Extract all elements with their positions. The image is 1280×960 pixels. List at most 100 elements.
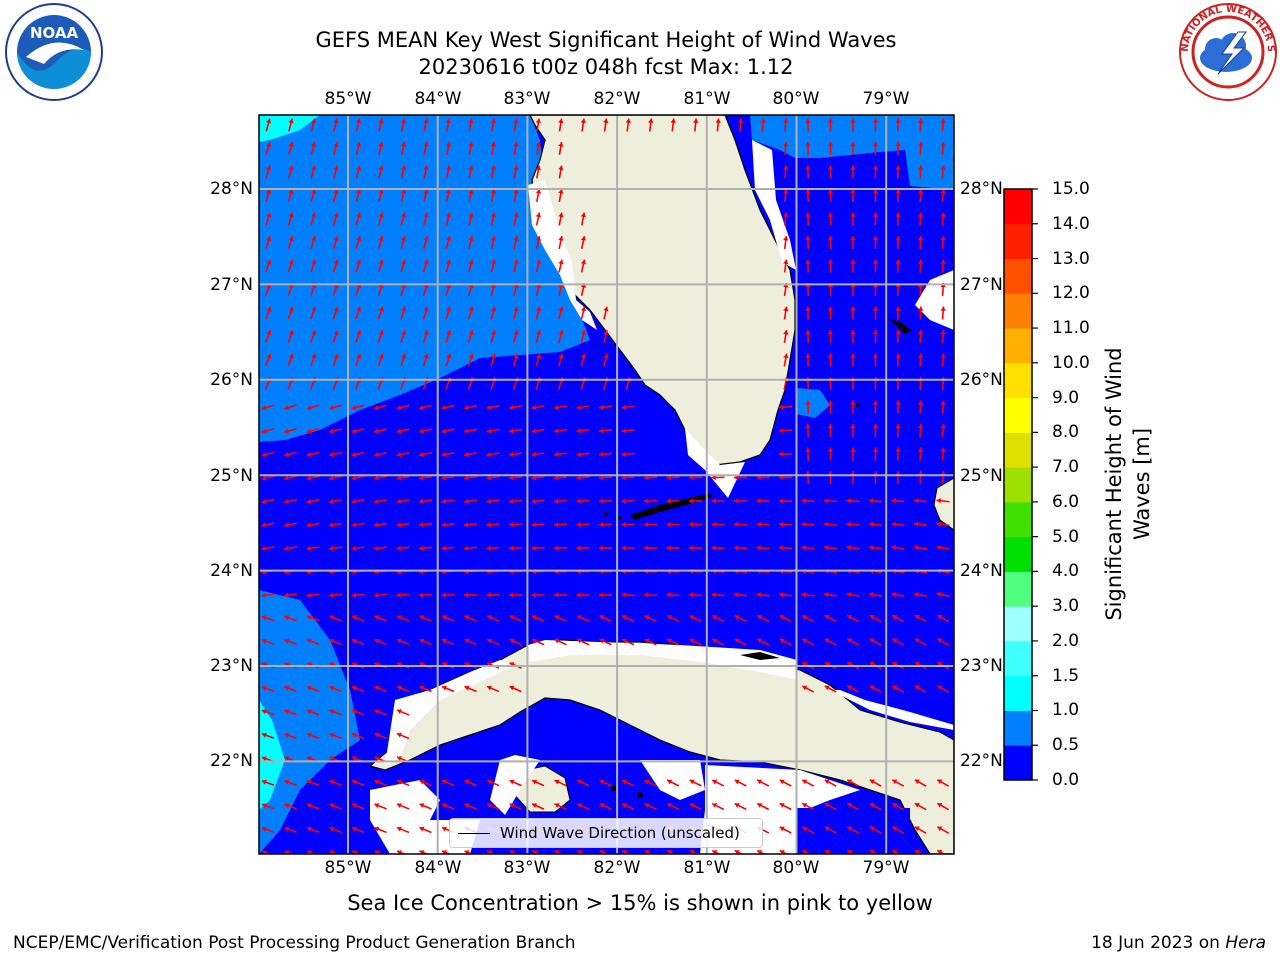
wind-wave-arrowhead	[419, 498, 424, 504]
colorbar-tick-label: 0.0	[1052, 770, 1080, 790]
wind-wave-arrowhead	[827, 424, 834, 429]
wind-wave-arrowhead	[284, 405, 290, 411]
footer-date: 18 Jun 2023 on Hera	[1091, 933, 1266, 953]
wind-wave-arrowhead	[827, 330, 834, 335]
wind-wave-arrowhead	[892, 850, 898, 854]
wind-wave-arrowhead	[805, 189, 811, 194]
wind-wave-arrowhead	[288, 330, 294, 336]
wind-wave-arrowhead	[400, 165, 407, 171]
wind-wave-arrowhead	[824, 498, 829, 504]
wind-wave-arrowhead	[396, 850, 402, 854]
wind-wave-arrowhead	[666, 545, 671, 551]
wind-wave-arrowhead	[374, 709, 380, 715]
colorbar-tick-label: 6.0	[1052, 491, 1080, 512]
colorbar-tick-label: 0.5	[1052, 735, 1080, 756]
wind-wave-arrowhead	[599, 404, 604, 410]
wind-wave-arrowhead	[284, 662, 290, 668]
wind-wave-arrowhead	[580, 118, 586, 124]
wind-wave-arrowhead	[284, 685, 290, 691]
wind-wave-arrowhead	[468, 236, 474, 241]
colorbar-tick-label: 15.0	[1052, 179, 1090, 199]
wind-wave-arrowhead	[805, 400, 811, 405]
wind-wave-arrowhead	[869, 615, 875, 620]
wind-wave-arrowhead	[396, 662, 402, 668]
wind-wave-arrowhead	[396, 685, 402, 691]
wind-wave-arrowhead	[892, 615, 898, 620]
wind-wave-arrowhead	[374, 756, 380, 762]
wind-wave-arrowhead	[464, 522, 469, 528]
wind-wave-arrowhead	[621, 428, 627, 434]
wind-wave-arrowhead	[396, 732, 402, 738]
lat-label-right: 28°N	[960, 179, 1003, 199]
wind-wave-arrowhead	[306, 662, 312, 668]
wind-wave-arrowhead	[374, 545, 379, 551]
wind-wave-arrowhead	[446, 353, 452, 359]
wind-wave-arrowhead	[914, 662, 920, 667]
wind-wave-arrowhead	[490, 165, 497, 171]
wind-wave-arrowhead	[487, 662, 492, 668]
wind-wave-arrowhead	[423, 306, 429, 312]
wind-wave-arrowhead	[801, 498, 806, 504]
colorbar-tick-label: 8.0	[1052, 422, 1080, 443]
wind-wave-arrowhead	[351, 709, 357, 715]
wind-wave-arrowhead	[802, 615, 808, 620]
wind-wave-arrowhead	[535, 212, 542, 218]
wind-wave-arrowhead	[779, 451, 784, 457]
wind-wave-arrowhead	[351, 405, 357, 411]
wind-wave-arrowhead	[468, 306, 474, 312]
wind-wave-arrowhead	[558, 330, 564, 335]
wind-wave-arrowhead	[329, 475, 334, 481]
wind-wave-arrowhead	[738, 118, 744, 123]
wind-wave-arrowhead	[644, 521, 649, 528]
lat-label-left: 22°N	[210, 751, 253, 771]
wind-wave-arrowhead	[261, 592, 267, 598]
wind-wave-arrowhead	[891, 545, 897, 551]
wind-wave-arrowhead	[419, 826, 425, 832]
wind-wave-arrowhead	[329, 405, 335, 411]
wind-wave-arrowhead	[284, 615, 290, 621]
lat-label-right: 22°N	[960, 751, 1003, 771]
wind-wave-arrowhead	[356, 353, 362, 359]
wind-wave-arrowhead	[644, 592, 649, 598]
wind-wave-arrowhead	[284, 498, 289, 505]
wind-wave-arrowhead	[892, 779, 898, 785]
wind-wave-arrowhead	[940, 212, 946, 217]
lat-label-left: 26°N	[210, 370, 253, 390]
wind-wave-arrowhead	[580, 236, 587, 241]
wind-wave-arrowhead	[603, 118, 609, 124]
wind-wave-arrowhead	[311, 330, 317, 336]
wind-wave-arrowhead	[329, 545, 334, 551]
wind-wave-arrowhead	[401, 353, 407, 359]
wind-wave-arrowhead	[374, 615, 380, 621]
wind-wave-arrowhead	[914, 685, 920, 691]
wind-wave-arrowhead	[509, 592, 514, 598]
wind-wave-arrowhead	[396, 826, 402, 832]
wind-wave-arrowhead	[509, 428, 514, 434]
wind-wave-arrowhead	[667, 615, 673, 620]
wind-wave-arrowhead	[850, 424, 856, 429]
noaa-logo: NOAA	[5, 3, 103, 101]
wind-wave-arrowhead	[917, 330, 924, 335]
wind-wave-arrowhead	[824, 826, 830, 832]
wind-wave-arrowhead	[351, 592, 356, 598]
wind-wave-arrowhead	[329, 709, 335, 715]
wind-wave-arrowhead	[648, 118, 654, 124]
wind-wave-arrowhead	[532, 803, 538, 809]
wind-wave-arrowhead	[261, 732, 267, 738]
colorbar-tick-label: 9.0	[1052, 387, 1080, 408]
wind-wave-arrowhead	[917, 424, 924, 429]
wind-wave-arrowhead	[509, 522, 514, 528]
lat-label-left: 27°N	[210, 275, 253, 295]
wind-wave-arrowhead	[917, 447, 924, 452]
wind-wave-arrowhead	[441, 451, 447, 458]
wind-wave-arrowhead	[869, 826, 875, 832]
wind-wave-arrowhead	[531, 521, 536, 528]
wind-wave-arrowhead	[261, 850, 267, 854]
wind-wave-arrowhead	[850, 165, 856, 170]
wind-wave-arrowhead	[509, 498, 514, 504]
wind-wave-arrowhead	[306, 756, 312, 762]
wind-wave-arrowhead	[464, 850, 470, 854]
wind-wave-arrowhead	[531, 475, 537, 481]
wind-wave-arrowhead	[824, 615, 830, 620]
wind-wave-arrowhead	[261, 452, 267, 458]
